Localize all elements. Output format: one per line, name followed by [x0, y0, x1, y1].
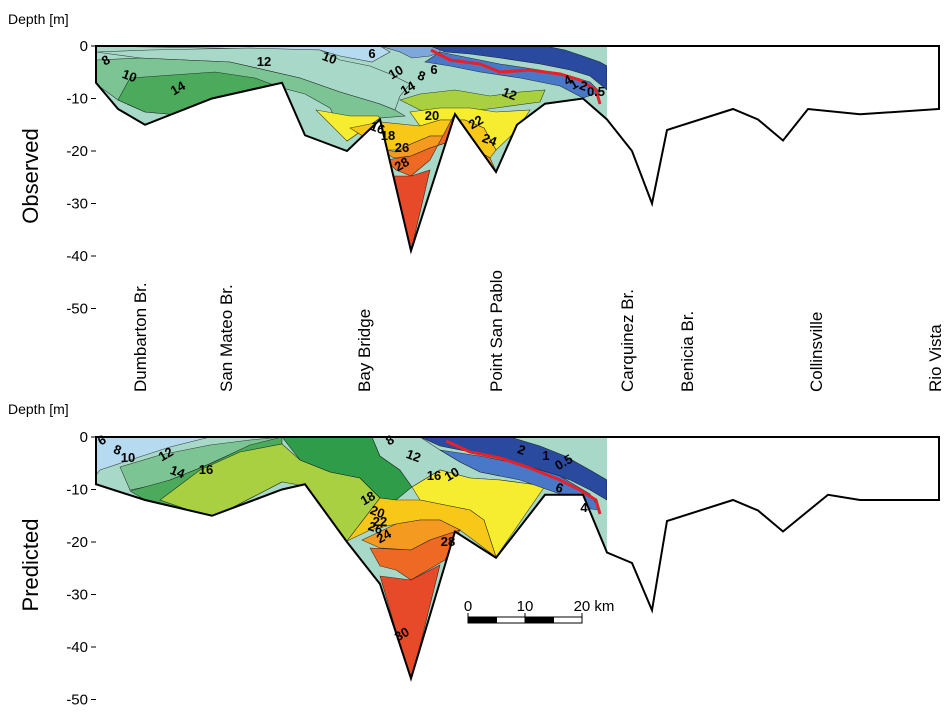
- contour-label: 4: [580, 500, 588, 515]
- contour-label: 10: [120, 66, 139, 85]
- contour-label: 14: [168, 462, 187, 481]
- y-tick-label: -30: [66, 196, 88, 213]
- contour-label: 26: [366, 518, 385, 537]
- scale-segment: [524, 616, 554, 624]
- scale-label: 0: [464, 598, 472, 615]
- contour-label: 18: [358, 488, 378, 508]
- y-tick-label: -40: [66, 248, 88, 265]
- isohaline-line: [445, 439, 602, 515]
- y-tick-label: -20: [66, 534, 88, 551]
- scale-bar: 0 10 20 km: [464, 598, 615, 624]
- contour-label: 2: [578, 77, 590, 94]
- contour-label: 12: [404, 446, 423, 465]
- contour-label: 1: [542, 448, 549, 463]
- scale-label: 10: [517, 598, 534, 615]
- scale-label: 20 km: [574, 598, 615, 615]
- contour-label: 8: [416, 67, 428, 84]
- contour-label: 30: [392, 624, 412, 644]
- contour-label: 8: [112, 441, 124, 458]
- contour-label: 28: [392, 154, 412, 174]
- channel-outline: [95, 45, 940, 255]
- scale-segment: [553, 616, 583, 624]
- salinity-zones: [96, 437, 607, 679]
- contour-label: 20: [425, 108, 439, 123]
- salinity-zones: [96, 46, 607, 251]
- station-label: Collinsville: [807, 312, 826, 392]
- channel-outline: [95, 436, 940, 682]
- y-tick-label: 0: [80, 38, 88, 55]
- isohaline-line: [430, 48, 602, 105]
- y-tick-label: -40: [66, 639, 88, 656]
- station-label: San Mateo Br.: [217, 284, 236, 392]
- contour-label: 24: [480, 130, 499, 149]
- panel-title: Observed: [18, 128, 43, 223]
- y-axis-title: Depth [m]: [8, 401, 69, 417]
- station-labels: Dumbarton Br. San Mateo Br. Bay Bridge Poin…: [131, 270, 945, 392]
- contour-label: 10: [442, 464, 462, 484]
- y-tick-label: -50: [66, 301, 88, 318]
- station-label: Bay Bridge: [355, 309, 374, 392]
- contour-label: 22: [466, 112, 486, 132]
- y-tick-label: 0: [80, 429, 88, 446]
- contour-label: 16: [199, 462, 213, 477]
- contour-label: 12: [257, 54, 271, 69]
- contour-label: 22: [373, 514, 387, 529]
- contour-label: 12: [156, 444, 176, 464]
- contour-label: 2: [516, 441, 528, 458]
- salinity-zone: [117, 71, 283, 119]
- salinity-zone: [429, 46, 607, 91]
- scale-segment: [467, 616, 497, 624]
- contour-label: 16: [368, 118, 387, 137]
- station-label: Benicia Br.: [678, 311, 697, 392]
- salinity-zone: [369, 529, 461, 581]
- station-label: Dumbarton Br.: [131, 282, 150, 392]
- contour-label: 10: [121, 450, 135, 465]
- contour-label: 18: [381, 128, 395, 143]
- contour-label: 6: [554, 479, 566, 496]
- contour-label: 0.5: [587, 84, 605, 99]
- y-tick-label: -50: [66, 692, 88, 709]
- y-tick-label: -10: [66, 482, 88, 499]
- scale-segment: [496, 616, 526, 624]
- station-label: Carquinez Br.: [618, 289, 637, 392]
- contour-label: 10: [320, 48, 339, 67]
- contour-label: 10: [386, 62, 406, 82]
- y-tick-label: -10: [66, 91, 88, 108]
- y-tick-label: -20: [66, 143, 88, 160]
- contour-label: 6: [368, 46, 375, 61]
- contour-label: 12: [500, 84, 519, 103]
- panel-title: Predicted: [18, 519, 43, 612]
- contour-label: 28: [441, 534, 455, 549]
- station-label: Point San Pablo: [487, 270, 506, 392]
- station-label: Rio Vista: [926, 324, 945, 392]
- salinity-zone: [96, 437, 211, 476]
- contour-label: 16: [427, 468, 441, 483]
- salinity-zone: [315, 109, 381, 142]
- salinity-zone: [379, 564, 441, 679]
- contour-label: 6: [430, 62, 437, 77]
- y-axis-title: Depth [m]: [8, 11, 69, 27]
- contour-label: 20: [368, 502, 387, 521]
- y-tick-label: -30: [66, 587, 88, 604]
- contour-label: 26: [395, 140, 409, 155]
